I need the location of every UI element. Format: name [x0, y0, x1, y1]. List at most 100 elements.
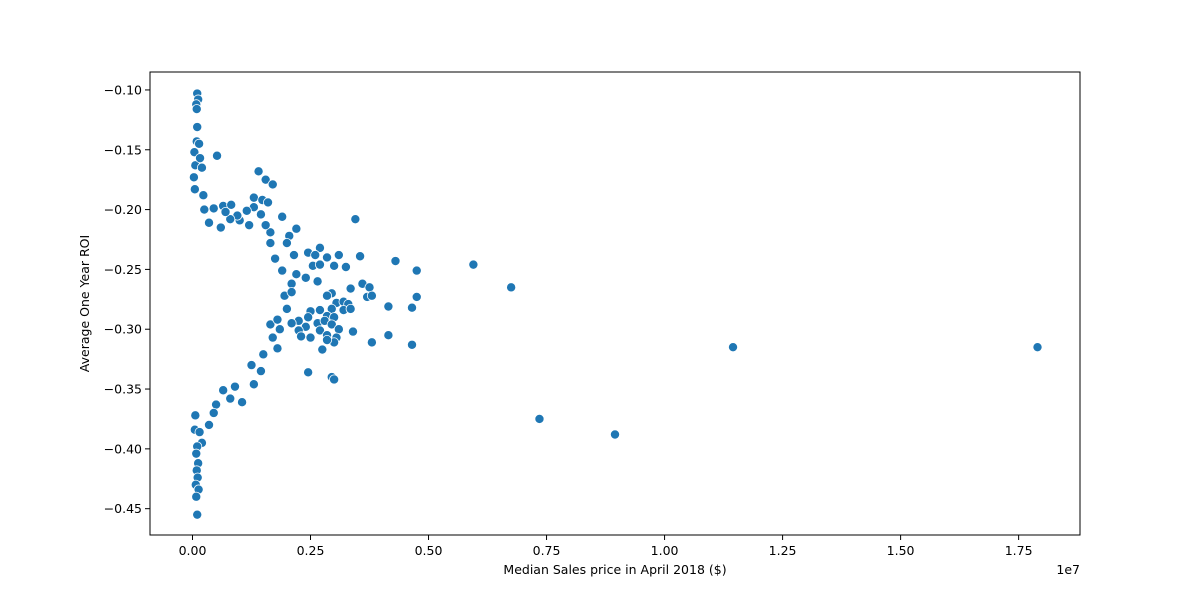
- data-point: [329, 260, 340, 271]
- data-point: [296, 331, 307, 342]
- data-point: [277, 265, 288, 276]
- data-point: [215, 222, 226, 233]
- data-point: [194, 138, 205, 149]
- data-point: [196, 162, 207, 173]
- data-point: [241, 205, 252, 216]
- y-tick-label: −0.25: [104, 262, 142, 277]
- data-point: [314, 242, 325, 253]
- data-point: [192, 122, 203, 133]
- data-point: [281, 303, 292, 314]
- data-point: [194, 427, 205, 438]
- data-point: [260, 174, 271, 185]
- data-point: [383, 301, 394, 312]
- x-tick-label: 1.75: [1005, 543, 1033, 558]
- data-point: [265, 238, 276, 249]
- y-tick-label: −0.45: [104, 501, 142, 516]
- data-point: [333, 324, 344, 335]
- data-point: [286, 278, 297, 289]
- data-point: [345, 283, 356, 294]
- data-point: [322, 290, 333, 301]
- data-point: [288, 250, 299, 261]
- data-point: [1032, 342, 1043, 353]
- data-point: [198, 190, 209, 201]
- data-point: [291, 269, 302, 280]
- data-point: [260, 220, 271, 231]
- data-point: [191, 104, 202, 115]
- data-point: [192, 509, 203, 520]
- data-point: [281, 238, 292, 249]
- data-point: [225, 214, 236, 225]
- data-point: [244, 220, 255, 231]
- data-point: [728, 342, 739, 353]
- data-point: [345, 303, 356, 314]
- data-point: [364, 282, 375, 293]
- data-point: [303, 312, 314, 323]
- data-point: [272, 343, 283, 354]
- data-point: [218, 385, 229, 396]
- data-point: [312, 276, 323, 287]
- x-tick-label: 1.50: [887, 543, 915, 558]
- data-point: [534, 413, 545, 424]
- data-point: [286, 287, 297, 298]
- data-point: [253, 166, 264, 177]
- x-axis-label: Median Sales price in April 2018 ($): [503, 562, 726, 577]
- y-axis-ticks: −0.45 −0.40 −0.35 −0.30 −0.25 −0.20 −0.15 −0.10: [104, 82, 150, 516]
- data-point: [246, 360, 257, 371]
- data-point: [383, 330, 394, 341]
- data-point: [191, 491, 202, 502]
- data-point: [277, 211, 288, 222]
- data-point: [333, 250, 344, 261]
- y-tick-label: −0.10: [104, 82, 142, 97]
- y-tick-label: −0.30: [104, 322, 142, 337]
- data-point: [291, 223, 302, 234]
- data-point: [211, 399, 222, 410]
- data-point: [322, 252, 333, 263]
- data-point: [263, 197, 274, 208]
- y-tick-label: −0.20: [104, 202, 142, 217]
- data-point: [199, 204, 210, 215]
- data-point: [407, 339, 418, 350]
- data-point: [225, 393, 236, 404]
- data-point: [248, 379, 259, 390]
- data-point: [229, 381, 240, 392]
- data-point: [366, 290, 377, 301]
- data-point: [265, 319, 276, 330]
- data-point: [322, 334, 333, 345]
- y-tick-label: −0.15: [104, 142, 142, 157]
- data-point: [340, 262, 351, 273]
- data-point: [220, 206, 231, 217]
- data-point: [303, 367, 314, 378]
- data-point: [314, 259, 325, 270]
- x-axis-ticks: 0.00 0.25 0.50 0.75 1.00 1.25 1.50 1.75: [179, 535, 1033, 558]
- data-point: [355, 251, 366, 262]
- x-tick-label: 0.00: [179, 543, 207, 558]
- y-axis-label: Average One Year ROI: [77, 235, 92, 372]
- data-point: [255, 209, 266, 220]
- data-point: [272, 314, 283, 325]
- data-point: [314, 325, 325, 336]
- x-tick-label: 0.25: [297, 543, 325, 558]
- data-point: [204, 217, 215, 228]
- data-point: [506, 282, 517, 293]
- data-point: [329, 374, 340, 385]
- data-point: [468, 259, 479, 270]
- x-axis-offset-label: 1e7: [1056, 562, 1080, 577]
- data-point: [188, 172, 199, 183]
- data-point: [411, 291, 422, 302]
- data-point: [189, 184, 200, 195]
- data-point: [347, 326, 358, 337]
- data-point: [191, 448, 202, 459]
- data-point: [226, 199, 237, 210]
- y-tick-label: −0.40: [104, 441, 142, 456]
- data-point: [208, 203, 219, 214]
- data-point: [300, 272, 311, 283]
- x-tick-label: 0.50: [415, 543, 443, 558]
- data-point: [258, 349, 269, 360]
- data-point: [310, 250, 321, 261]
- data-point: [248, 192, 259, 203]
- data-point: [204, 419, 215, 430]
- axes-frame: [149, 71, 1081, 536]
- data-point: [212, 150, 223, 161]
